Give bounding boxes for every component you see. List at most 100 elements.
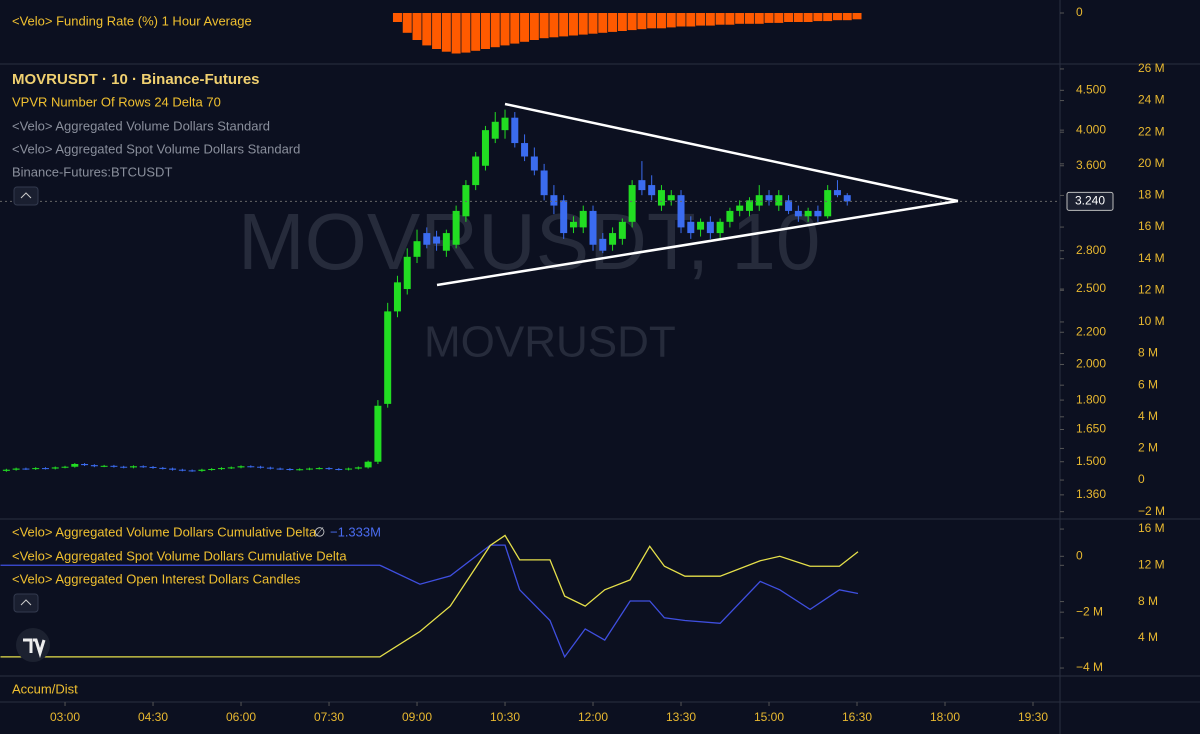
candle-body <box>22 468 30 470</box>
series-line <box>0 544 859 659</box>
funding-bar <box>598 13 608 33</box>
x-tick-label: 13:30 <box>666 710 696 724</box>
candle-body <box>804 210 812 217</box>
funding-bar <box>441 13 451 52</box>
candle-body <box>345 468 353 470</box>
watermark: MOVRUSDT, 10 <box>238 197 820 286</box>
candle-body <box>257 466 265 468</box>
y-tick-label: 16 M <box>1138 521 1165 535</box>
y-tick-label: 2.200 <box>1076 324 1106 338</box>
y-tick-label: 22 M <box>1138 124 1165 138</box>
y-tick-label: 2.500 <box>1076 281 1106 295</box>
funding-bar <box>578 13 588 35</box>
candle-body <box>90 465 98 467</box>
collapse-button[interactable] <box>13 186 39 206</box>
last-price-box <box>1066 191 1114 211</box>
candle-body <box>599 238 607 251</box>
candle-body <box>139 466 147 468</box>
x-tick-label: 18:00 <box>930 710 960 724</box>
candle-body <box>648 185 656 196</box>
candle-body <box>814 210 822 217</box>
logo <box>16 628 50 662</box>
candle-body <box>745 200 753 211</box>
candle-body <box>32 468 40 470</box>
candle-body <box>51 467 59 469</box>
y-tick-label: 6 M <box>1138 377 1158 391</box>
candle-body <box>521 143 529 157</box>
candle-body <box>374 405 382 462</box>
funding-bar <box>568 13 578 36</box>
panel-title: Accum/Dist <box>12 681 78 696</box>
y-tick-label: 16 M <box>1138 219 1165 233</box>
funding-bar <box>559 13 569 37</box>
candle-body <box>569 221 577 228</box>
candle-body <box>472 156 480 186</box>
funding-bar <box>520 13 530 42</box>
candle-body <box>100 465 108 467</box>
funding-bar <box>784 13 794 22</box>
candle-body <box>286 469 294 471</box>
candle-body <box>120 466 128 468</box>
funding-bar <box>627 13 637 31</box>
y-tick-label: 24 M <box>1138 93 1165 107</box>
funding-bar <box>480 13 490 49</box>
x-tick-label: 06:00 <box>226 710 256 724</box>
candle-body <box>266 467 274 469</box>
status-symbol: ∅ <box>314 524 325 539</box>
candle-body <box>129 466 137 468</box>
y-tick-label: 1.800 <box>1076 392 1106 406</box>
candle-body <box>41 468 49 470</box>
candle-body <box>726 210 734 222</box>
x-tick-label: 12:00 <box>578 710 608 724</box>
candle-body <box>511 117 519 144</box>
y-tick-label: 0 <box>1076 548 1083 562</box>
funding-bar <box>852 13 862 20</box>
candle-body <box>716 221 724 234</box>
candle-body <box>208 469 216 471</box>
indicator: <Velo> Aggregated Open Interest Dollars … <box>12 571 301 586</box>
candle-body <box>315 468 323 470</box>
candle-body <box>785 200 793 211</box>
y-tick-label: 4.000 <box>1076 122 1106 136</box>
candle-body <box>697 221 705 230</box>
funding-bar <box>793 13 803 22</box>
y-tick-label: −2 M <box>1076 604 1103 618</box>
candle-body <box>755 195 763 206</box>
indicator: <Velo> Aggregated Spot Volume Dollars Cu… <box>12 548 347 563</box>
y-tick-label: −2 M <box>1138 504 1165 518</box>
candle-body <box>110 465 118 467</box>
funding-bar <box>725 13 735 25</box>
candle-body <box>81 463 89 466</box>
y-tick-label: 1.650 <box>1076 422 1106 436</box>
y-tick-label: 12 M <box>1138 557 1165 571</box>
funding-bar <box>696 13 706 26</box>
x-tick-label: 16:30 <box>842 710 872 724</box>
funding-bar <box>803 13 813 22</box>
candle-body <box>687 221 695 234</box>
logo-mark <box>23 638 46 659</box>
y-tick-label: 3.600 <box>1076 158 1106 172</box>
candle-body <box>843 195 851 202</box>
y-tick-label: 20 M <box>1138 156 1165 170</box>
candle-body <box>198 469 206 471</box>
indicator: <Velo> Aggregated Volume Dollars Cumulat… <box>12 524 317 539</box>
candle-body <box>159 467 167 469</box>
collapse-button[interactable] <box>13 593 39 613</box>
funding-bar <box>392 13 402 22</box>
candle-body <box>2 469 10 471</box>
indicator: <Velo> Aggregated Spot Volume Dollars St… <box>12 141 300 156</box>
candle-body <box>71 463 79 467</box>
funding-bar <box>686 13 696 27</box>
funding-bar <box>549 13 559 38</box>
candle-body <box>296 469 304 471</box>
candle-body <box>364 461 372 468</box>
candle-body <box>560 200 568 234</box>
candle-body <box>442 233 450 251</box>
candle-body <box>188 470 196 472</box>
candle-body <box>462 185 470 217</box>
funding-bar <box>529 13 539 40</box>
funding-bar <box>823 13 833 22</box>
y-tick-label: 12 M <box>1138 282 1165 296</box>
collapse-icon <box>20 192 32 199</box>
